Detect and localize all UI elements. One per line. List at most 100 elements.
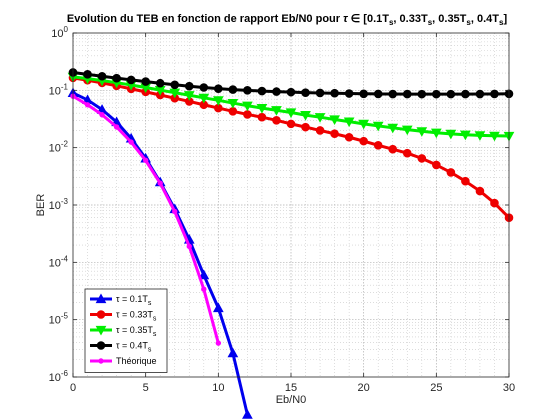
x-tick-labels: 0 5 10 15 20 25 30 — [70, 382, 515, 394]
data-point — [344, 89, 354, 98]
data-point — [170, 80, 180, 90]
y-tick-exponent: 0 — [64, 25, 69, 34]
y-tick-label: 100 — [51, 25, 68, 40]
title-v1: 0.1T — [367, 13, 389, 25]
data-point — [416, 127, 428, 137]
y-tick-exponent: -1 — [61, 82, 69, 91]
x-tick-label: 25 — [430, 382, 442, 394]
legend-label-main: τ = 0.4T — [116, 341, 148, 351]
data-point — [446, 168, 456, 177]
title-sub1: s — [389, 18, 394, 27]
y-tick-exponent: -3 — [61, 197, 69, 206]
x-tick-label: 10 — [212, 382, 224, 394]
data-point — [402, 89, 412, 99]
x-tick-label: 5 — [143, 382, 149, 394]
data-point — [301, 122, 310, 132]
data-point — [201, 286, 207, 292]
data-point — [257, 86, 267, 96]
chart-title: Evolution du TEB en fonction de rapport … — [67, 13, 508, 27]
title-sep3: , — [471, 13, 477, 25]
x-axis-label: Eb/N0 — [276, 394, 307, 406]
data-point — [215, 340, 222, 346]
data-point — [198, 269, 210, 280]
legend-marker — [95, 293, 107, 304]
data-point — [256, 103, 268, 114]
y-tick-base: 10 — [49, 372, 61, 384]
data-point — [490, 89, 499, 99]
data-point — [461, 89, 470, 99]
legend-label-main: Théorique — [116, 356, 157, 366]
x-tick-label: 30 — [503, 382, 515, 394]
data-point — [315, 126, 325, 135]
data-point — [228, 85, 238, 94]
data-point — [84, 102, 91, 108]
series-layer — [67, 68, 515, 419]
data-point — [490, 198, 499, 208]
data-point — [272, 116, 281, 125]
y-tick-exponent: -5 — [61, 312, 69, 321]
y-tick-base: 10 — [49, 315, 61, 327]
data-point — [373, 89, 383, 99]
data-point — [285, 108, 297, 119]
y-tick-base: 10 — [49, 143, 61, 155]
legend-label-sub: s — [153, 331, 157, 338]
x-tick-label: 0 — [70, 382, 76, 394]
data-point — [286, 119, 296, 129]
data-point — [243, 110, 252, 119]
legend-entry: Théorique — [90, 356, 157, 366]
title-sep2: , — [432, 13, 438, 25]
title-sep1: , — [393, 13, 399, 25]
x-tick-label: 15 — [285, 382, 297, 394]
data-point — [228, 107, 238, 116]
data-point — [432, 89, 441, 99]
legend-marker — [95, 325, 107, 336]
data-point — [141, 77, 150, 86]
legend-label: τ = 0.33Ts — [116, 310, 157, 323]
data-point — [257, 112, 267, 122]
data-point — [460, 130, 471, 141]
data-point — [126, 75, 136, 85]
data-point — [227, 98, 239, 109]
data-point — [343, 117, 355, 128]
legend-label-main: τ = 0.33T — [116, 310, 153, 320]
series-5 — [70, 93, 222, 346]
data-point — [242, 101, 253, 112]
y-tick-exponent: -4 — [61, 254, 69, 263]
data-point — [329, 115, 340, 126]
title-sub3: s — [466, 18, 471, 27]
data-point — [314, 113, 326, 123]
data-point — [301, 88, 310, 97]
data-point — [373, 140, 383, 150]
data-point — [99, 112, 105, 118]
y-tick-base: 10 — [49, 85, 61, 97]
y-tick-base: 10 — [49, 200, 61, 212]
y-tick-label: 10-3 — [49, 197, 69, 212]
data-point — [359, 89, 368, 99]
y-tick-base: 10 — [49, 257, 61, 269]
title-sub2: s — [428, 18, 433, 27]
title-in: ∈ [ — [348, 13, 368, 25]
data-point — [155, 78, 165, 88]
tick-marks — [72, 32, 510, 378]
legend-label: Théorique — [116, 356, 157, 366]
data-point — [402, 148, 412, 158]
data-point — [227, 347, 239, 358]
y-tick-exponent: -2 — [61, 140, 69, 149]
data-point — [97, 71, 107, 81]
title-tau: τ — [343, 13, 348, 25]
legend-marker — [96, 310, 106, 319]
series-3 — [67, 72, 515, 142]
data-point — [198, 93, 210, 104]
y-tick-exponent: -6 — [61, 369, 69, 378]
data-point — [446, 89, 456, 99]
data-point — [430, 128, 442, 139]
data-point — [199, 83, 209, 92]
legend-label-main: τ = 0.35T — [116, 325, 153, 335]
data-point — [388, 144, 398, 154]
legend-entry: τ = 0.1Ts — [90, 293, 152, 307]
y-tick-label: 10-2 — [49, 140, 69, 155]
data-point — [388, 89, 398, 99]
data-point — [214, 84, 223, 93]
data-point — [330, 88, 339, 98]
